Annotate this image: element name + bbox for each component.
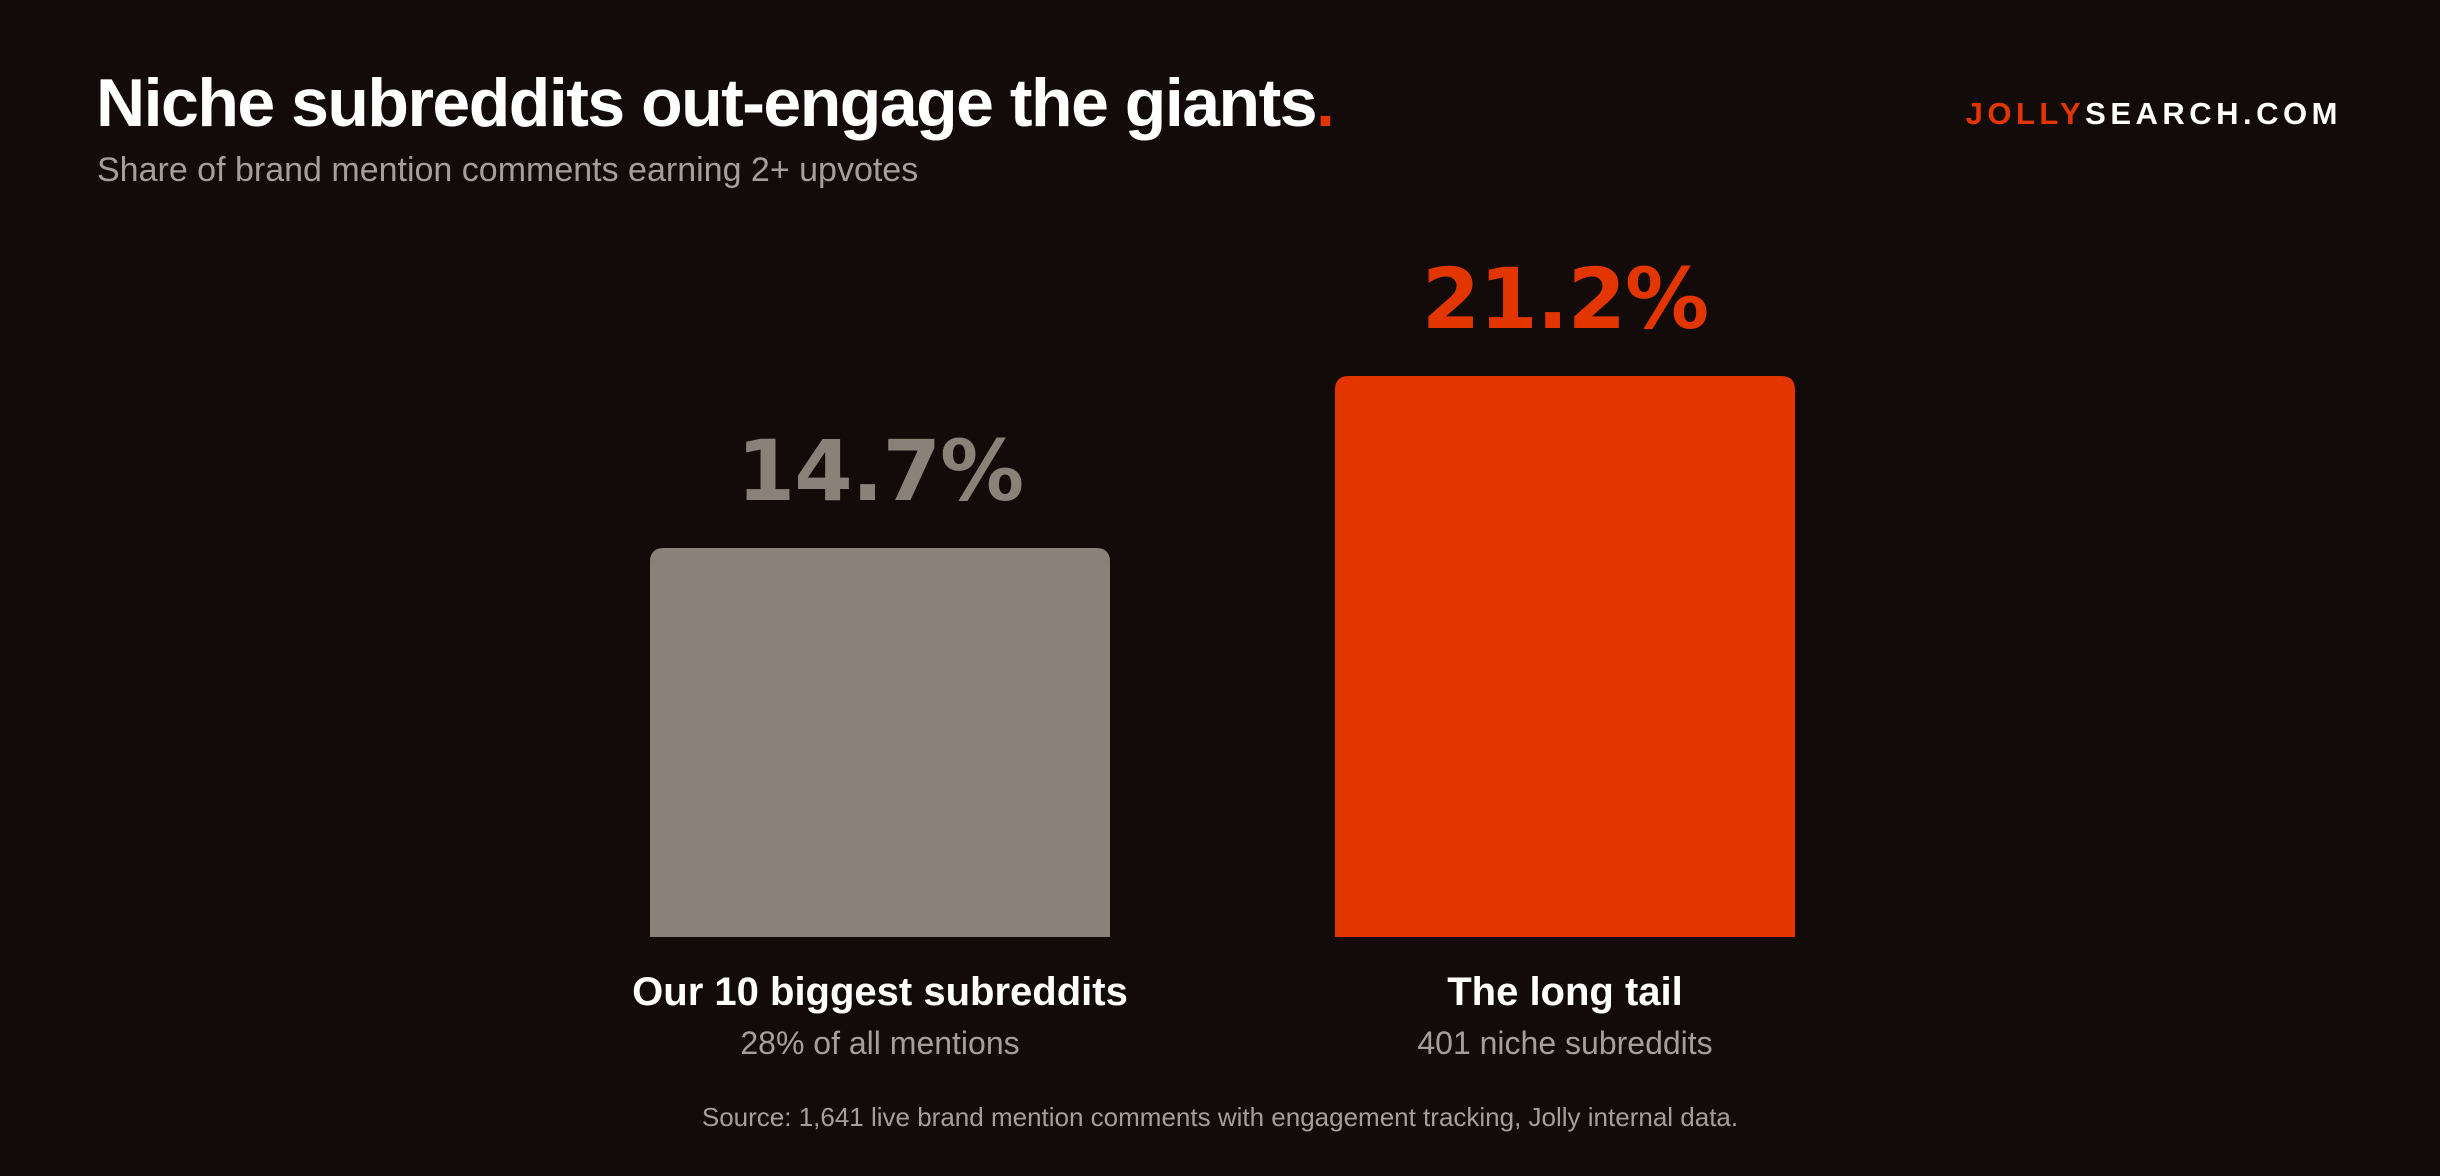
category-label-1: Our 10 biggest subreddits: [632, 970, 1128, 1014]
category-sublabel-2: 401 niche subreddits: [1417, 1025, 1712, 1061]
chart-title-text: Niche subreddits out-engage the giants: [96, 65, 1318, 141]
chart-title-dot: .: [1316, 65, 1335, 141]
chart-subtitle: Share of brand mention comments earning …: [97, 151, 919, 189]
category-sublabel-1: 28% of all mentions: [740, 1025, 1019, 1061]
source-note: Source: 1,641 live brand mention comment…: [701, 1102, 1739, 1132]
value-label-1: 14.7%: [737, 422, 1023, 520]
brand-logo-part2: SEARCH.COM: [2085, 96, 2342, 131]
bar-1: [650, 548, 1110, 937]
chart-title: Niche subreddits out-engage the giants.: [96, 58, 1335, 148]
category-label-2: The long tail: [1447, 970, 1683, 1014]
value-label-2: 21.2%: [1422, 250, 1708, 348]
bar-2: [1335, 376, 1795, 937]
brand-logo: JOLLYSEARCH.COM: [1966, 94, 2342, 134]
brand-logo-part1: JOLLY: [1965, 96, 2086, 131]
